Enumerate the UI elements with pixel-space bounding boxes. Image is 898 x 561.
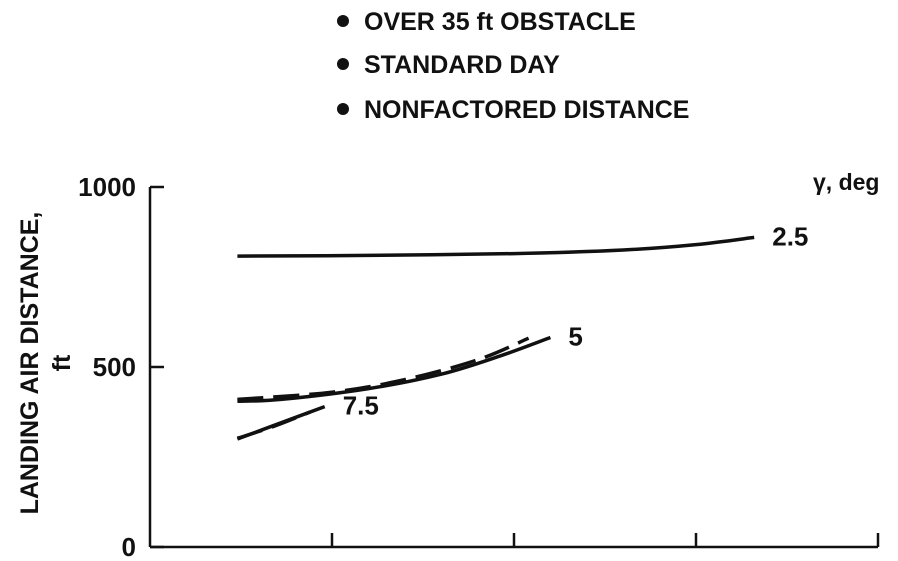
y-tick-label: 1000 — [78, 172, 136, 202]
note-bullet — [337, 103, 349, 115]
series-label: 7.5 — [343, 391, 379, 421]
series-label: 2.5 — [772, 221, 808, 251]
note-standard-day: STANDARD DAY — [364, 51, 560, 79]
legend-title: γ, deg — [813, 169, 879, 195]
note-nonfactored-distance: NONFACTORED DISTANCE — [364, 96, 689, 124]
series-line-dashed-4 — [236, 410, 311, 440]
series-lines — [236, 235, 755, 441]
chart-notes: OVER 35 ft OBSTACLE STANDARD DAY NONFACT… — [337, 8, 689, 124]
x-ticks — [330, 533, 698, 547]
y-axis-unit: ft — [48, 354, 76, 371]
y-tick-label: 500 — [93, 352, 136, 382]
series-line-0 — [237, 235, 755, 258]
y-tick-label: 0 — [122, 532, 136, 561]
series-label: 5 — [568, 321, 582, 351]
y-axis-label: LANDING AIR DISTANCE, — [16, 212, 44, 515]
series-labels: 2.5 5 7.5 — [343, 221, 809, 420]
note-bullet — [337, 15, 349, 27]
series-line-1 — [237, 335, 551, 403]
series-line-dashed-2 — [237, 336, 530, 402]
note-obstacle: OVER 35 ft OBSTACLE — [364, 8, 636, 36]
note-bullet — [337, 58, 349, 70]
y-ticks: 0 500 1000 — [78, 172, 164, 561]
